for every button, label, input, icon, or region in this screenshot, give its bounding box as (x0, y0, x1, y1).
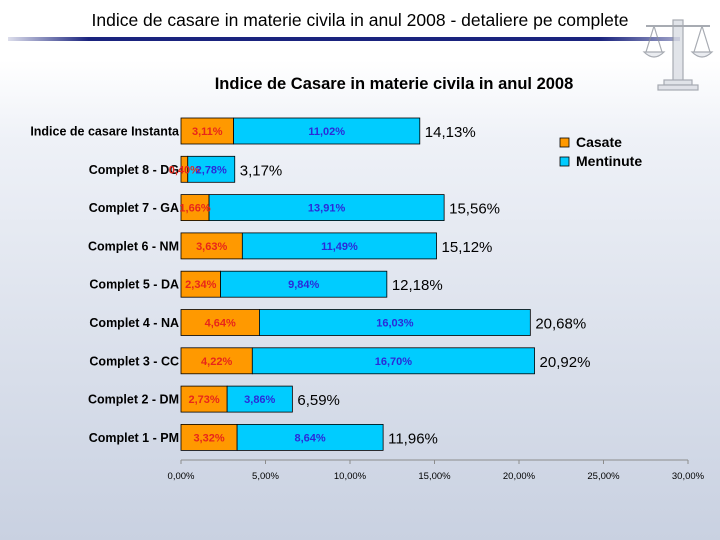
category-label: Complet 5 - DA (89, 278, 179, 292)
data-label-mentinute: 13,91% (308, 203, 346, 215)
category-label: Complet 7 - GA (89, 201, 179, 215)
data-label-casate: 3,11% (192, 126, 223, 138)
bar-mentinute (233, 117, 421, 145)
bar-casate (180, 385, 228, 413)
category-label: Complet 6 - NM (88, 239, 179, 253)
bar-mentinute (251, 347, 535, 375)
x-tick-label: 0,00% (168, 471, 195, 482)
data-label-casate: 2,73% (188, 394, 219, 406)
data-label-mentinute: 11,02% (308, 126, 345, 138)
data-label-mentinute: 9,84% (288, 279, 319, 291)
data-label-casate: 4,22% (201, 356, 232, 368)
legend-swatch-mentinute (559, 156, 570, 167)
data-label-total: 3,17% (240, 162, 283, 179)
chart-title: Indice de Casare in materie civila in an… (215, 75, 574, 93)
data-label-total: 11,96% (388, 430, 438, 447)
slide-title: Indice de casare in materie civila in an… (91, 10, 629, 30)
category-label: Indice de casare Instanta (30, 125, 180, 139)
x-tick-label: 20,00% (503, 471, 536, 482)
legend-label-casate: Casate (576, 134, 622, 150)
bar-casate (180, 423, 238, 451)
legend-label-mentinute: Mentinute (576, 153, 642, 169)
data-label-total: 12,18% (392, 277, 443, 294)
data-label-total: 15,56% (449, 201, 500, 218)
bar-mentinute (226, 385, 293, 413)
data-label-mentinute: 3,86% (244, 394, 275, 406)
bar-casate (180, 270, 221, 298)
data-label-casate: 0,40% (169, 164, 200, 176)
bar-mentinute (208, 194, 445, 222)
data-label-total: 20,92% (540, 354, 591, 371)
data-label-total: 6,59% (297, 392, 340, 409)
data-label-total: 15,12% (442, 239, 493, 256)
scales-of-justice-icon (642, 19, 714, 91)
data-label-mentinute: 16,70% (375, 356, 413, 368)
category-label: Complet 8 - DG (89, 163, 179, 177)
data-label-total: 14,13% (425, 124, 476, 141)
x-tick-label: 15,00% (418, 471, 451, 482)
bar-mentinute (241, 232, 437, 260)
x-tick-label: 10,00% (334, 471, 367, 482)
data-label-mentinute: 2,78% (196, 164, 227, 176)
x-tick-label: 25,00% (587, 471, 620, 482)
data-label-casate: 2,34% (185, 279, 216, 291)
data-label-mentinute: 11,49% (321, 241, 358, 253)
category-label: Complet 2 - DM (88, 393, 179, 407)
data-label-casate: 4,64% (205, 318, 236, 330)
title-underline (8, 37, 680, 41)
category-label: Complet 4 - NA (89, 316, 179, 330)
bar-casate (180, 194, 210, 222)
data-label-casate: 1,66% (179, 203, 210, 215)
bar-mentinute (236, 423, 384, 451)
legend: Casate Mentinute (559, 134, 642, 169)
bar-casate (180, 347, 253, 375)
data-label-casate: 3,63% (196, 241, 227, 253)
data-label-casate: 3,32% (193, 432, 224, 444)
category-label: Complet 1 - PM (89, 431, 179, 445)
x-tick-label: 30,00% (672, 471, 705, 482)
bar-mentinute (220, 270, 388, 298)
bar-mentinute (187, 155, 236, 183)
data-label-mentinute: 16,03% (376, 318, 414, 330)
data-label-total: 20,68% (535, 316, 586, 333)
x-tick-label: 5,00% (252, 471, 279, 482)
data-label-mentinute: 8,64% (295, 432, 326, 444)
bar-mentinute (259, 309, 531, 336)
category-label: Complet 3 - CC (89, 354, 179, 368)
legend-swatch-casate (559, 137, 570, 148)
